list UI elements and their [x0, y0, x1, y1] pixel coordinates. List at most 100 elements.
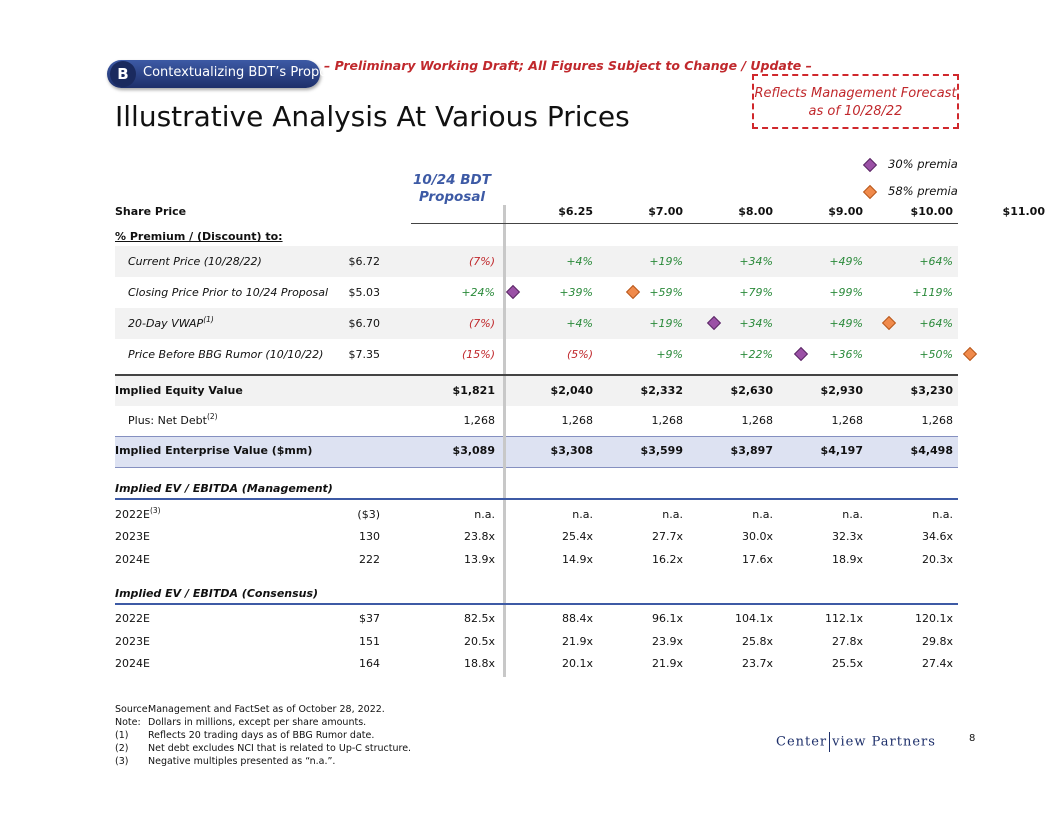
share-price-label: Share Price: [115, 205, 187, 218]
consensus-cell: 27.4x: [921, 657, 953, 670]
consensus-row-ref: 151: [359, 635, 380, 648]
logo-left-text: Center: [776, 734, 828, 750]
net-debt-cell: 1,268: [651, 414, 684, 427]
mgmt-row-label: 2023E: [115, 530, 150, 543]
premium-cell: +24%: [461, 286, 495, 299]
footnote-text: Net debt excludes NCI that is related to…: [148, 743, 412, 754]
consensus-cell: 25.5x: [831, 657, 863, 670]
net-debt-row: Plus: Net Debt(2) 1,268 1,268 1,268 1,26…: [115, 410, 958, 432]
mgmt-row: 2022E(3) ($3) n.a. n.a. n.a. n.a. n.a. n…: [115, 504, 958, 526]
net-debt-label: Plus: Net Debt(2): [128, 410, 218, 432]
ev-cell: $3,897: [730, 444, 773, 457]
premium-cell: +22%: [739, 348, 773, 361]
premium-row-label: 20-Day VWAP(1): [128, 313, 214, 335]
consensus-cell: 20.1x: [561, 657, 593, 670]
mgmt-cell: 30.0x: [741, 530, 773, 543]
mgmt-section-rule: [115, 498, 958, 500]
mgmt-cell: 14.9x: [561, 553, 593, 566]
equity-cell: $1,821: [452, 384, 495, 397]
premia-58-marker-icon: [962, 346, 978, 362]
equity-value-row: Implied Equity Value $1,821 $2,040 $2,33…: [115, 380, 958, 402]
consensus-row-label: 2024E: [115, 657, 150, 670]
mgmt-cell: 27.7x: [651, 530, 683, 543]
row-shade: [115, 375, 958, 406]
premium-row-label: Closing Price Prior to 10/24 Proposal: [128, 286, 329, 299]
enterprise-value-row: Implied Enterprise Value ($mm) $3,089 $3…: [115, 440, 958, 462]
footnote-ref: (2): [206, 412, 218, 421]
legend-diamond-58-icon: [862, 184, 878, 200]
footnote-key: Note:: [115, 717, 141, 728]
footnote: Note: Dollars in millions, except per sha…: [115, 716, 411, 729]
consensus-cell: 120.1x: [914, 612, 953, 625]
draft-notice: – Preliminary Working Draft; All Figures…: [324, 58, 812, 73]
mgmt-row-label: 2022E(3): [115, 504, 161, 526]
equity-cell: $2,040: [550, 384, 593, 397]
footnote-text: Reflects 20 trading days as of BBG Rumor…: [148, 730, 375, 741]
mgmt-cell: n.a.: [662, 508, 683, 521]
logo-divider: [829, 732, 831, 752]
ev-cell: $3,599: [640, 444, 683, 457]
footnote-key: Source:: [115, 704, 151, 715]
premium-row-ref: $6.70: [348, 317, 381, 330]
premium-cell: +36%: [829, 348, 863, 361]
forecast-line-1: Reflects Management Forecast: [754, 86, 957, 101]
mgmt-section-label: Implied EV / EBITDA (Management): [115, 482, 333, 495]
mgmt-row-ref: ($3): [357, 508, 380, 521]
enterprise-value-label: Implied Enterprise Value ($mm): [115, 444, 313, 457]
enterprise-value-band: [115, 436, 958, 468]
net-debt-cell: 1,268: [463, 414, 496, 427]
price-cell: $8.00: [738, 205, 773, 218]
premium-cell: +64%: [919, 317, 953, 330]
mgmt-section-row: Implied EV / EBITDA (Management): [115, 478, 958, 500]
row-shade: [115, 246, 958, 277]
page-title: Illustrative Analysis At Various Prices: [115, 100, 630, 133]
consensus-cell: 21.9x: [561, 635, 593, 648]
consensus-cell: 27.8x: [831, 635, 863, 648]
premium-row: Price Before BBG Rumor (10/10/22) $7.35 …: [115, 344, 958, 366]
mgmt-cell: 25.4x: [561, 530, 593, 543]
footnote-text: Negative multiples presented as “n.a.”.: [148, 756, 336, 767]
premium-cell: +79%: [739, 286, 773, 299]
premium-row-label-text: 20-Day VWAP: [128, 317, 204, 330]
mgmt-row-label-text: 2022E: [115, 508, 150, 521]
premium-cell: (7%): [468, 255, 495, 268]
section-letter: B: [110, 61, 136, 87]
premium-row: 20-Day VWAP(1) $6.70 (7%) +4% +19% +34% …: [115, 313, 958, 335]
premium-section-row: % Premium / (Discount) to:: [115, 226, 958, 248]
consensus-cell: 21.9x: [651, 657, 683, 670]
price-cell: $7.00: [648, 205, 683, 218]
mgmt-row-ref: 222: [359, 553, 380, 566]
proposal-column-header: 10/24 BDT Proposal: [400, 172, 504, 206]
section-rule: [115, 374, 958, 376]
mgmt-row: 2023E 130 23.8x 25.4x 27.7x 30.0x 32.3x …: [115, 526, 958, 548]
consensus-row-label: 2023E: [115, 635, 150, 648]
mgmt-cell: 16.2x: [651, 553, 683, 566]
equity-cell: $2,332: [640, 384, 683, 397]
section-badge: B Contextualizing BDT’s Proposal: [107, 60, 346, 88]
header-rule: [411, 223, 958, 224]
premium-row-ref: $6.72: [348, 255, 381, 268]
mgmt-cell: n.a.: [842, 508, 863, 521]
premium-row-label: Current Price (10/28/22): [128, 255, 262, 268]
consensus-section-label: Implied EV / EBITDA (Consensus): [115, 587, 319, 600]
mgmt-cell: 17.6x: [741, 553, 773, 566]
consensus-cell: 29.8x: [921, 635, 953, 648]
footnote-text: Management and FactSet as of October 28,…: [148, 704, 385, 715]
premium-cell: +50%: [919, 348, 953, 361]
price-cell: $6.25: [558, 205, 593, 218]
proposal-header-line-1: 10/24 BDT: [413, 172, 491, 188]
footnote: Source: Management and FactSet as of Octo…: [115, 703, 411, 716]
legend-diamond-30-icon: [862, 157, 878, 173]
mgmt-cell: 32.3x: [831, 530, 863, 543]
centerview-logo: Center view Partners: [776, 732, 936, 752]
equity-cell: $2,630: [730, 384, 773, 397]
mgmt-row-label: 2024E: [115, 553, 150, 566]
mgmt-cell: n.a.: [474, 508, 495, 521]
consensus-cell: 104.1x: [734, 612, 773, 625]
net-debt-cell: 1,268: [741, 414, 774, 427]
consensus-cell: 20.5x: [463, 635, 495, 648]
mgmt-cell: n.a.: [932, 508, 953, 521]
ev-cell: $3,308: [550, 444, 593, 457]
equity-value-label: Implied Equity Value: [115, 384, 243, 397]
price-cell: $9.00: [828, 205, 863, 218]
